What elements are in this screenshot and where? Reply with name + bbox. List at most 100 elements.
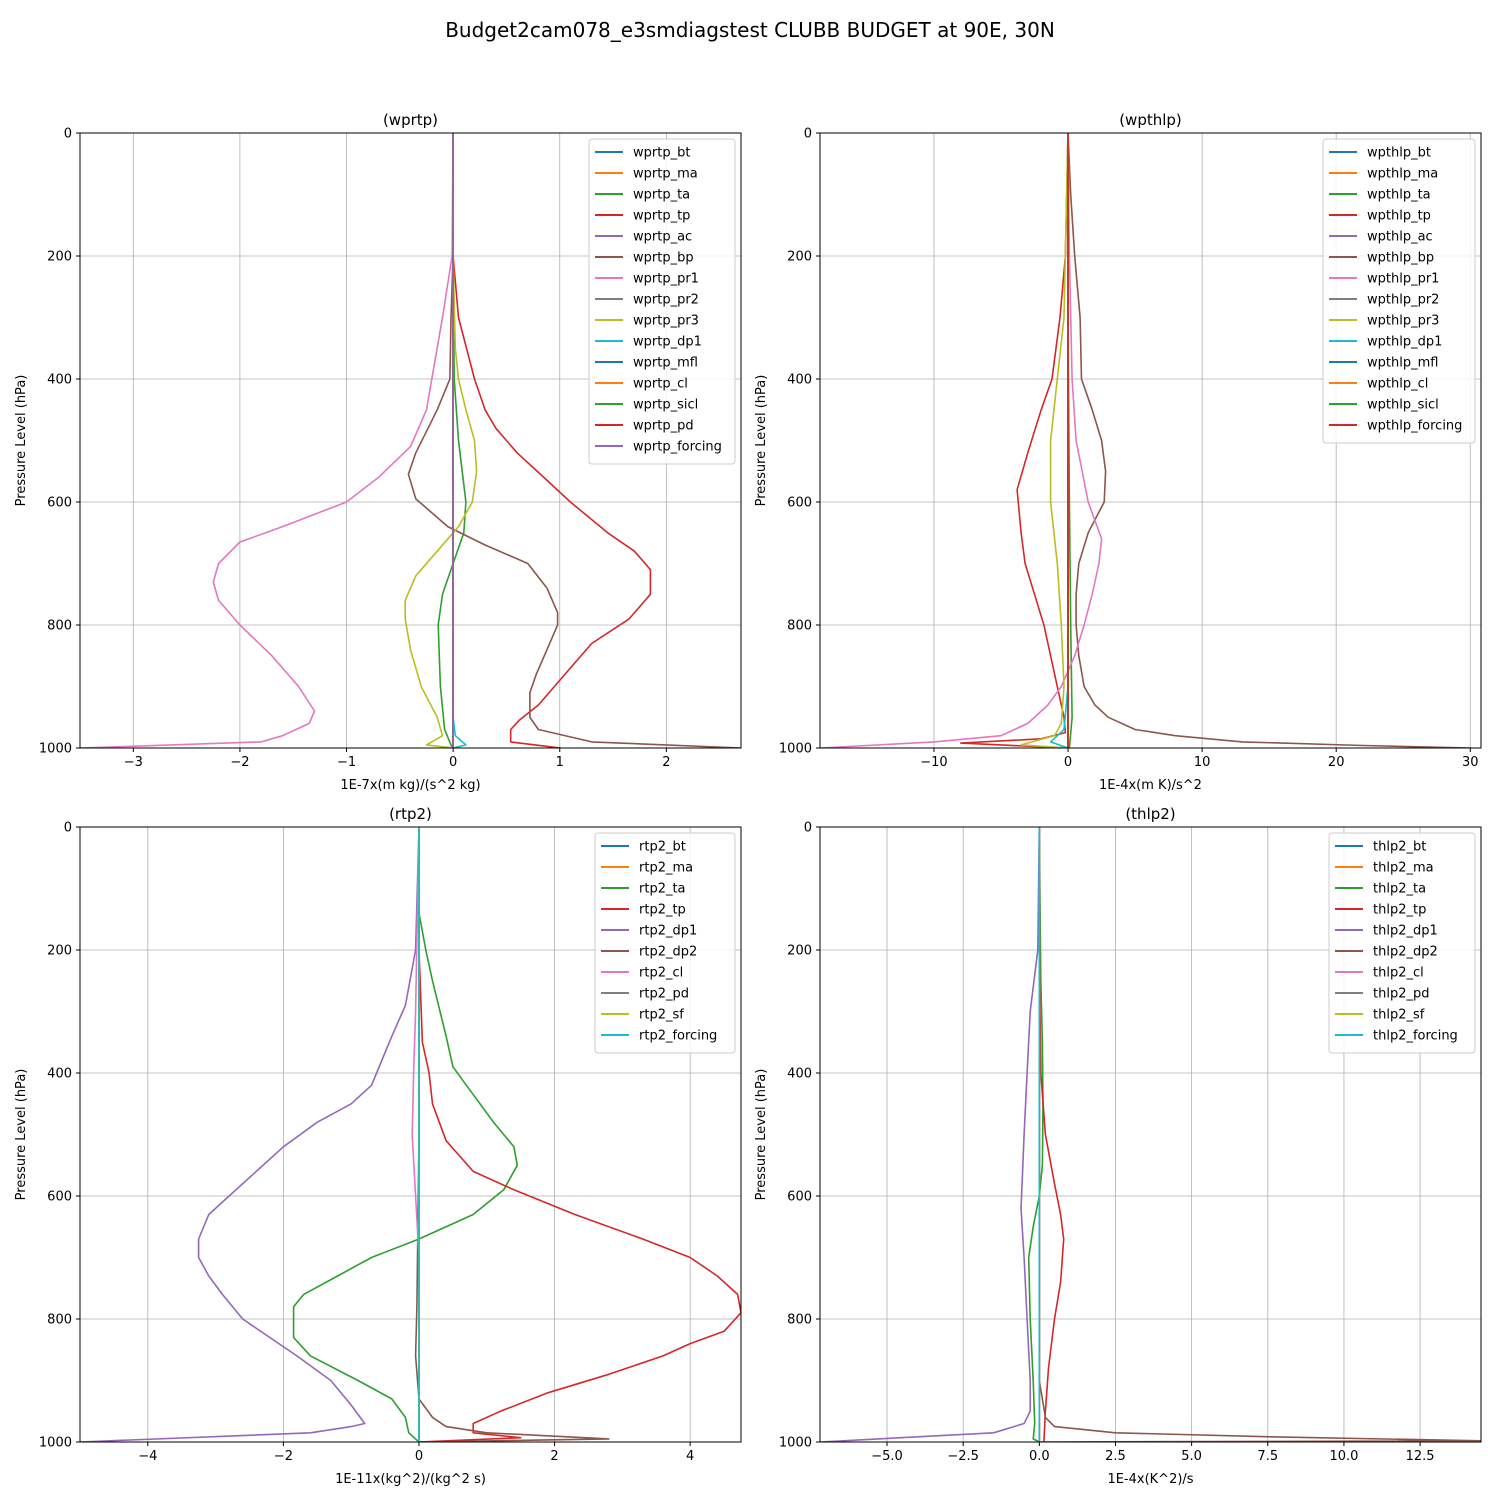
x-tick-label: 10: [1194, 755, 1211, 770]
y-tick-label: 1000: [779, 742, 812, 757]
legend-label-thlp2_sf: thlp2_sf: [1373, 1008, 1425, 1023]
series-lines: [820, 827, 1481, 1442]
legend-label-thlp2_cl: thlp2_cl: [1373, 966, 1424, 981]
x-tick-label: −2: [274, 1449, 293, 1464]
legend-box: [588, 138, 736, 465]
legend-label-thlp2_dp1: thlp2_dp1: [1373, 924, 1438, 939]
legend-label-wprtp_ta: wprtp_ta: [633, 188, 690, 203]
legend-label-thlp2_tp: thlp2_tp: [1373, 903, 1426, 918]
y-tick-label: 400: [47, 373, 72, 388]
legend-label-rtp2_dp1: rtp2_dp1: [639, 924, 697, 939]
panel-title: (thlp2): [1125, 805, 1175, 823]
y-tick-label: 0: [804, 127, 812, 142]
legend-label-wpthlp_pr2: wpthlp_pr2: [1367, 293, 1439, 308]
legend-label-thlp2_bt: thlp2_bt: [1373, 840, 1426, 855]
y-axis-label: Pressure Level (hPa): [14, 375, 29, 507]
x-tick-label: 1: [556, 755, 564, 770]
legend-label-wpthlp_pr3: wpthlp_pr3: [1367, 314, 1439, 329]
series-line-rtp2_ta: [292, 827, 519, 1442]
legend-label-rtp2_forcing: rtp2_forcing: [639, 1029, 717, 1044]
x-tick-label: −4: [138, 1449, 157, 1464]
legend-label-wpthlp_ac: wpthlp_ac: [1367, 230, 1433, 245]
series-lines: [820, 133, 1472, 748]
legend-label-wpthlp_cl: wpthlp_cl: [1367, 377, 1428, 392]
panels-container: −3 −2 −1 0 1 202004006008001000(wprtp)1E-7x(m…: [14, 111, 1482, 1487]
y-tick-label: 800: [787, 619, 812, 634]
x-tick-label: 0: [449, 755, 457, 770]
series-line-wprtp_pr3: [404, 133, 478, 748]
x-tick-label: 12.5: [1406, 1449, 1435, 1464]
y-tick-label: 1000: [39, 1436, 72, 1451]
legend-label-wpthlp_bt: wpthlp_bt: [1367, 146, 1431, 161]
chart-panel-4: −5.0 −2.5 0.0 2.5 5.0 7.5 10.0 12.5 0 200 400 600 80…: [754, 805, 1482, 1487]
plot-frame: [819, 132, 1482, 749]
y-tick-label: 200: [47, 944, 72, 959]
legend-label-rtp2_cl: rtp2_cl: [639, 966, 683, 981]
x-axis-label: 1E-4x(m K)/s^2: [1099, 778, 1202, 793]
legend-label-wpthlp_bp: wpthlp_bp: [1367, 251, 1434, 266]
x-axis-label: 1E-7x(m kg)/(s^2 kg): [340, 778, 480, 793]
y-tick-label: 800: [47, 619, 72, 634]
legend-box: [594, 832, 736, 1054]
plot-frame: [79, 132, 742, 749]
series-line-wpthlp_bp: [1067, 133, 1472, 748]
series-line-rtp2_dp2: [414, 827, 610, 1442]
legend-label-wprtp_tp: wprtp_tp: [633, 209, 690, 224]
legend-label-wprtp_sicl: wprtp_sicl: [633, 398, 698, 413]
legend-label-wpthlp_pr1: wpthlp_pr1: [1367, 272, 1439, 287]
series-line-thlp2_ta: [1027, 827, 1044, 1442]
legend: wprtp_bt wprtp_ma wprtp_ta wprtp_tp wprtp_ac…: [588, 138, 736, 465]
series-line-wprtp_bp: [407, 133, 741, 748]
legend-label-rtp2_ma: rtp2_ma: [639, 861, 693, 876]
legend-label-wpthlp_ta: wpthlp_ta: [1367, 188, 1431, 203]
legend-label-wprtp_cl: wprtp_cl: [633, 377, 688, 392]
x-tick-label: 0: [1064, 755, 1072, 770]
panel-title: (rtp2): [389, 805, 432, 823]
legend-label-rtp2_tp: rtp2_tp: [639, 903, 686, 918]
series-line-thlp2_tp: [1038, 827, 1065, 1442]
legend-label-wprtp_pr2: wprtp_pr2: [633, 293, 699, 308]
plot-frame: [819, 826, 1482, 1443]
y-tick-label: 600: [787, 1190, 812, 1205]
x-tick-label: 4: [686, 1449, 694, 1464]
legend-label-wprtp_pd: wprtp_pd: [633, 419, 694, 434]
y-tick-label: 800: [787, 1313, 812, 1328]
series-line-wprtp_tp: [452, 133, 652, 748]
x-tick-label: −5.0: [871, 1449, 903, 1464]
legend-label-wpthlp_forcing: wpthlp_forcing: [1367, 419, 1462, 434]
chart-panel-2: −10 0 10 20 30 0 200 400 600 800 1000 (wpthlp) 1E-4x…: [754, 111, 1482, 793]
x-tick-label: 7.5: [1257, 1449, 1278, 1464]
panel-title: (wprtp): [383, 111, 438, 129]
y-axis-label: Pressure Level (hPa): [754, 1069, 769, 1201]
legend-label-thlp2_dp2: thlp2_dp2: [1373, 945, 1438, 960]
y-tick-label: 0: [64, 127, 72, 142]
series-line-thlp2_dp2: [1038, 827, 1481, 1442]
legend-label-thlp2_ma: thlp2_ma: [1373, 861, 1434, 876]
chart-panel-1: −3 −2 −1 0 1 2 0 200 400 600 800 1000 (wprtp) 1E-7x(m…: [14, 111, 742, 793]
series-lines: [80, 133, 741, 748]
legend-label-thlp2_ta: thlp2_ta: [1373, 882, 1426, 897]
y-tick-label: 800: [47, 1313, 72, 1328]
x-tick-label: 30: [1462, 755, 1479, 770]
legend-label-wprtp_mfl: wprtp_mfl: [633, 356, 698, 371]
y-tick-label: 600: [787, 496, 812, 511]
legend-label-rtp2_dp2: rtp2_dp2: [639, 945, 697, 960]
y-axis-label: Pressure Level (hPa): [754, 375, 769, 507]
legend-label-rtp2_ta: rtp2_ta: [639, 882, 686, 897]
legend-label-wpthlp_tp: wpthlp_tp: [1367, 209, 1431, 224]
legend-label-wpthlp_sicl: wpthlp_sicl: [1367, 398, 1439, 413]
legend-label-wprtp_bp: wprtp_bp: [633, 251, 694, 266]
legend: wpthlp_bt wpthlp_ma wpthlp_ta wpthlp_tpwpth…: [1322, 138, 1476, 444]
y-tick-label: 400: [787, 373, 812, 388]
x-tick-label: −2.5: [947, 1449, 979, 1464]
legend-label-wprtp_pr1: wprtp_pr1: [633, 272, 699, 287]
x-tick-label: 2: [662, 755, 670, 770]
x-tick-label: 2.5: [1105, 1449, 1126, 1464]
y-tick-label: 200: [47, 250, 72, 265]
y-tick-label: 600: [47, 496, 72, 511]
legend-label-rtp2_sf: rtp2_sf: [639, 1008, 684, 1023]
series-line-wpthlp_pr1: [820, 133, 1103, 748]
legend-box: [1328, 832, 1476, 1054]
legend-label-rtp2_pd: rtp2_pd: [639, 987, 689, 1002]
